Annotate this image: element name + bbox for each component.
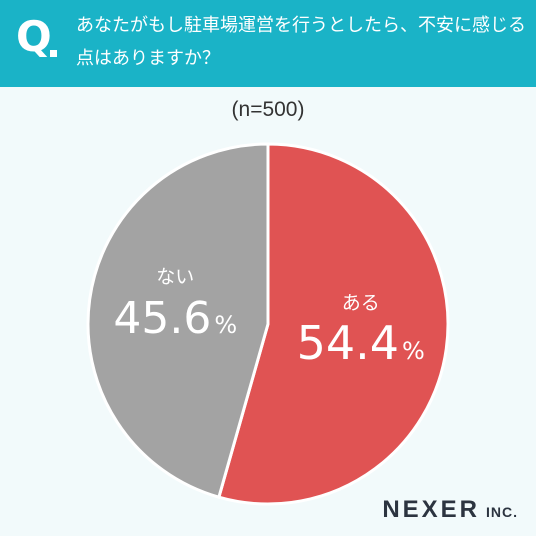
nexer-logo: NEXER INC. [382,496,518,524]
logo-main: NEXER [382,496,480,523]
slice-aru-name-label: ある [342,292,380,314]
slice-aru [217,142,450,506]
slice-aru-value-label: 54.4% [297,316,425,370]
slice-nai-name-label: ない [156,266,194,288]
slice-nai-value-label: 45.6% [113,293,237,344]
logo-suffix: INC. [486,504,518,520]
question-header: Q あなたがもし駐車場運営を行うとしたら、不安に感じる点はありますか？ [0,0,536,87]
q-mark: Q [16,12,52,61]
question-text: あなたがもし駐車場運営を行うとしたら、不安に感じる点はありますか？ [76,15,526,69]
q-mark-dot [50,50,57,57]
sample-size-label: (n=500) [231,98,305,121]
slice-nai [86,142,270,499]
